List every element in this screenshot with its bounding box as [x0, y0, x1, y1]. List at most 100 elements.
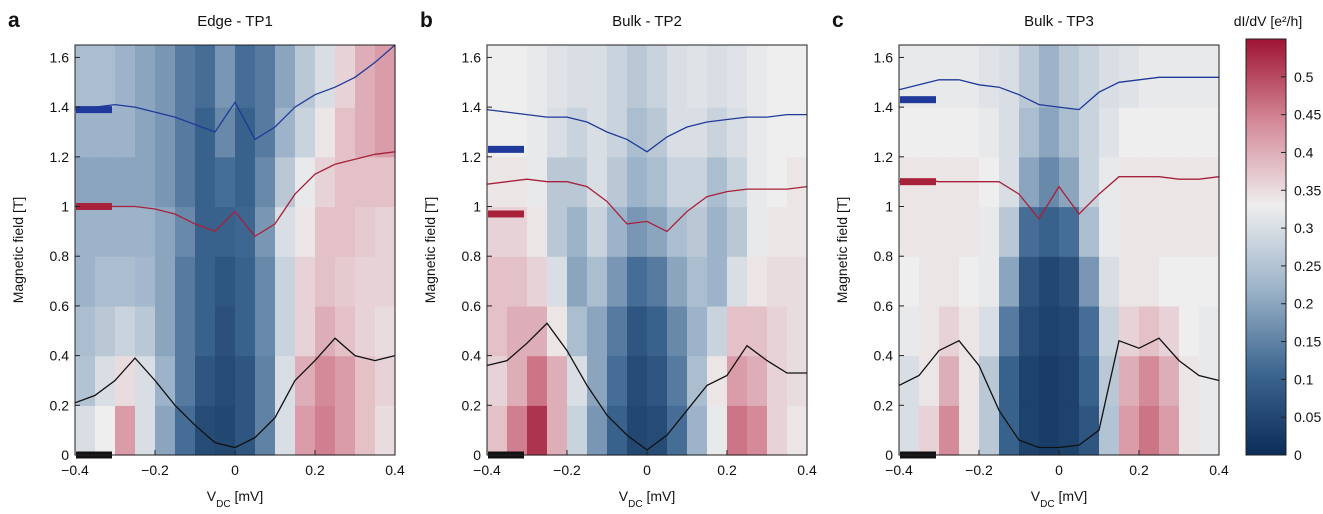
colorbar: [1245, 38, 1287, 456]
heatmap-cell: [547, 256, 568, 307]
heatmap-cell: [527, 156, 548, 208]
heatmap-cell: [335, 305, 356, 357]
colorbar-tick-label: 0.1: [1294, 371, 1314, 387]
heatmap-cell: [919, 405, 940, 456]
heatmap-cell: [667, 256, 688, 307]
heatmap-cell: [1179, 45, 1200, 108]
cut-marker: [900, 178, 936, 186]
heatmap-cell: [1199, 305, 1220, 357]
heatmap-cell: [787, 206, 808, 257]
x-label-main: V: [619, 488, 629, 504]
heatmap-cell: [335, 355, 356, 406]
heatmap-cell: [1119, 256, 1140, 307]
heatmap-cell: [1019, 256, 1040, 307]
heatmap-cell: [1199, 405, 1220, 456]
y-tick-label: 1.2: [462, 149, 482, 165]
linecut: [898, 337, 1220, 449]
heatmap-cell: [767, 156, 788, 208]
heatmap-cell: [959, 45, 980, 108]
x-tick-label: 0: [1055, 462, 1063, 478]
heatmap-cell: [315, 405, 336, 456]
panel-letter: c: [832, 9, 844, 32]
heatmap-cell: [155, 355, 176, 406]
x-label-unit: [mV]: [643, 488, 676, 504]
heatmap-cell: [707, 305, 728, 357]
heatmap-cell: [959, 206, 980, 257]
heatmap-cell: [747, 355, 768, 406]
heatmap-cell: [1059, 156, 1080, 208]
heatmap-cell: [1099, 206, 1120, 257]
heatmap-cell: [155, 405, 176, 456]
heatmap-cell: [487, 256, 508, 307]
heatmap-cell: [235, 107, 256, 158]
panel-title: Edge - TP1: [197, 13, 273, 30]
heatmap-cell: [1079, 405, 1100, 456]
heatmap-cell: [375, 107, 396, 158]
heatmap-cell: [1099, 156, 1120, 208]
heatmap-cell: [355, 45, 376, 108]
heatmap-cell: [527, 107, 548, 158]
heatmap-cell: [527, 355, 548, 406]
heatmap-cell: [1059, 405, 1080, 456]
heatmap-cell: [727, 256, 748, 307]
linecut: [75, 151, 396, 238]
heatmap-cell: [235, 405, 256, 456]
heatmap-cell: [727, 156, 748, 208]
heatmap-cell: [787, 355, 808, 406]
heatmap-cell: [899, 107, 920, 158]
y-tick-label: 0: [61, 447, 69, 463]
heatmap-cell: [335, 107, 356, 158]
heatmap-cell: [547, 107, 568, 158]
heatmap-cell: [627, 156, 648, 208]
heatmap-cell: [215, 206, 236, 257]
heatmap-cell: [355, 156, 376, 208]
heatmap-cell: [547, 405, 568, 456]
heatmap-cell: [527, 256, 548, 307]
x-label-main: V: [1031, 488, 1041, 504]
heatmap-cell: [899, 256, 920, 307]
heatmap-cell: [375, 156, 396, 208]
heatmap-cell: [155, 45, 176, 108]
heatmap-cell: [527, 405, 548, 456]
heatmap-cell: [335, 256, 356, 307]
linecut: [486, 178, 808, 233]
heatmap-cell: [1119, 405, 1140, 456]
heatmap-cell: [1019, 107, 1040, 158]
heatmap-cell: [507, 305, 528, 357]
heatmap-cell: [939, 355, 960, 406]
heatmap-cell: [687, 355, 708, 406]
heatmap-cell: [95, 206, 116, 257]
heatmap-cell: [587, 45, 608, 108]
heatmap-cell: [1099, 305, 1120, 357]
heatmap-cell: [1079, 156, 1100, 208]
heatmap-cell: [1159, 355, 1180, 406]
heatmap-cell: [375, 405, 396, 456]
heatmap-cell: [1059, 206, 1080, 257]
heatmap-cell: [607, 305, 628, 357]
heatmap-cell: [95, 256, 116, 307]
heatmap-cell: [507, 107, 528, 158]
heatmap-cell: [999, 156, 1020, 208]
heatmap-cell: [215, 355, 236, 406]
heatmap-cell: [687, 305, 708, 357]
heatmap-cell: [335, 45, 356, 108]
heatmap-cell: [1039, 107, 1060, 158]
heatmap-cell: [979, 355, 1000, 406]
heatmap-cell: [315, 156, 336, 208]
heatmap-cell: [195, 355, 216, 406]
heatmap-cell: [135, 45, 156, 108]
heatmap-cell: [95, 156, 116, 208]
heatmap-cell: [667, 45, 688, 108]
heatmap-cell: [135, 206, 156, 257]
heatmap-cell: [647, 206, 668, 257]
x-tick-label: 0: [231, 462, 239, 478]
heatmap-cell: [75, 305, 96, 357]
heatmap-cell: [275, 355, 296, 406]
heatmap-cell: [627, 305, 648, 357]
heatmap-cell: [1139, 355, 1160, 406]
heatmap-cell: [1199, 256, 1220, 307]
heatmap-cell: [687, 107, 708, 158]
heatmap-cell: [1079, 355, 1100, 406]
heatmap-cell: [727, 355, 748, 406]
heatmap-cell: [787, 45, 808, 108]
